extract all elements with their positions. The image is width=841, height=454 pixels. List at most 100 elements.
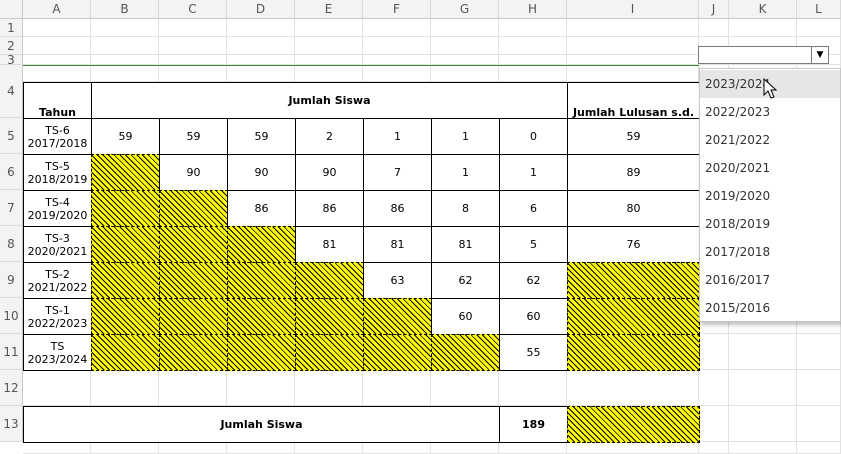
hatched-cell[interactable] <box>159 298 228 335</box>
column-header[interactable]: I <box>567 0 699 19</box>
column-header[interactable]: E <box>295 0 363 19</box>
value-cell[interactable]: 62 <box>499 262 568 299</box>
value-cell[interactable]: 1 <box>431 118 500 155</box>
hatched-cell[interactable] <box>227 262 296 299</box>
value-cell[interactable]: 1 <box>363 118 432 155</box>
value-cell[interactable]: 2 <box>295 118 364 155</box>
column-header[interactable]: F <box>363 0 431 19</box>
hatched-cell[interactable] <box>567 298 700 335</box>
total-value-cell[interactable]: 189 <box>499 406 568 443</box>
row-header[interactable]: 3 <box>0 53 23 67</box>
row-header[interactable]: 6 <box>0 154 23 190</box>
value-cell[interactable]: 0 <box>499 118 568 155</box>
hatched-cell[interactable] <box>91 154 160 191</box>
value-cell[interactable]: 55 <box>499 334 568 371</box>
dropdown-option[interactable]: 2020/2021 <box>705 161 771 175</box>
hatched-cell[interactable] <box>567 406 700 443</box>
hatched-cell[interactable] <box>159 190 228 227</box>
column-header[interactable]: B <box>91 0 159 19</box>
column-header[interactable]: K <box>729 0 797 19</box>
value-cell[interactable]: 59 <box>91 118 160 155</box>
hatched-cell[interactable] <box>91 190 160 227</box>
row-label-cell[interactable]: TS-4 2019/2020 <box>23 190 92 227</box>
value-cell[interactable]: 6 <box>499 190 568 227</box>
hatched-cell[interactable] <box>91 262 160 299</box>
hatched-cell[interactable] <box>159 334 228 371</box>
row-label-cell[interactable]: TS 2023/2024 <box>23 334 92 371</box>
column-header[interactable]: D <box>227 0 295 19</box>
row-header[interactable]: 12 <box>0 370 23 406</box>
hatched-cell[interactable] <box>91 334 160 371</box>
value-cell[interactable]: 63 <box>363 262 432 299</box>
value-cell[interactable]: 62 <box>431 262 500 299</box>
total-label-cell[interactable]: Jumlah Siswa <box>23 406 500 443</box>
hatched-cell[interactable] <box>91 226 160 263</box>
value-cell[interactable]: 86 <box>363 190 432 227</box>
value-cell[interactable]: 90 <box>159 154 228 191</box>
column-header[interactable]: J <box>699 0 729 19</box>
row-header[interactable]: 11 <box>0 334 23 370</box>
lulusan-cell[interactable]: 76 <box>567 226 700 263</box>
column-header[interactable]: H <box>499 0 567 19</box>
row-header[interactable]: 1 <box>0 19 23 37</box>
column-header[interactable]: A <box>23 0 91 19</box>
row-header[interactable]: 9 <box>0 262 23 298</box>
hatched-cell[interactable] <box>227 334 296 371</box>
hatched-cell[interactable] <box>295 262 364 299</box>
row-header[interactable]: 7 <box>0 190 23 226</box>
value-cell[interactable]: 90 <box>295 154 364 191</box>
hatched-cell[interactable] <box>295 298 364 335</box>
hatched-cell[interactable] <box>431 334 500 371</box>
value-cell[interactable]: 81 <box>431 226 500 263</box>
hatched-cell[interactable] <box>159 226 228 263</box>
row-header[interactable]: 5 <box>0 118 23 154</box>
dropdown-option[interactable]: 2017/2018 <box>705 245 771 259</box>
dropdown-option[interactable]: 2019/2020 <box>705 189 771 203</box>
hatched-cell[interactable] <box>159 262 228 299</box>
hatched-cell[interactable] <box>91 298 160 335</box>
hatched-cell[interactable] <box>567 262 700 299</box>
row-label-cell[interactable]: TS-2 2021/2022 <box>23 262 92 299</box>
hatched-cell[interactable] <box>227 298 296 335</box>
value-cell[interactable]: 7 <box>363 154 432 191</box>
dropdown-option[interactable]: 2015/2016 <box>705 301 771 315</box>
row-header[interactable]: 4 <box>0 65 23 118</box>
row-label-cell[interactable]: TS-5 2018/2019 <box>23 154 92 191</box>
hatched-cell[interactable] <box>567 334 700 371</box>
row-label-cell[interactable]: TS-6 2017/2018 <box>23 118 92 155</box>
year-dropdown[interactable]: ▼ <box>698 46 829 64</box>
select-all-corner[interactable] <box>0 0 23 19</box>
value-cell[interactable]: 81 <box>295 226 364 263</box>
row-header[interactable]: 13 <box>0 406 23 442</box>
column-header[interactable]: L <box>797 0 841 19</box>
lulusan-cell[interactable]: 89 <box>567 154 700 191</box>
row-header[interactable]: 10 <box>0 298 23 334</box>
year-dropdown-list[interactable]: 2023/2024 2022/2023 2021/2022 2020/2021 2019… <box>699 68 841 322</box>
column-header[interactable]: G <box>431 0 499 19</box>
row-header[interactable]: 8 <box>0 226 23 262</box>
hatched-cell[interactable] <box>363 334 432 371</box>
lulusan-cell[interactable]: 80 <box>567 190 700 227</box>
chevron-down-icon[interactable]: ▼ <box>811 47 828 63</box>
value-cell[interactable]: 60 <box>431 298 500 335</box>
hatched-cell[interactable] <box>227 226 296 263</box>
dropdown-option[interactable]: 2018/2019 <box>705 217 771 231</box>
value-cell[interactable]: 59 <box>159 118 228 155</box>
value-cell[interactable]: 8 <box>431 190 500 227</box>
column-header[interactable]: C <box>159 0 227 19</box>
value-cell[interactable]: 1 <box>499 154 568 191</box>
value-cell[interactable]: 86 <box>227 190 296 227</box>
value-cell[interactable]: 90 <box>227 154 296 191</box>
dropdown-option[interactable]: 2021/2022 <box>705 133 771 147</box>
value-cell[interactable]: 81 <box>363 226 432 263</box>
value-cell[interactable]: 60 <box>499 298 568 335</box>
row-header[interactable]: 2 <box>0 37 23 55</box>
dropdown-option[interactable]: 2016/2017 <box>705 273 771 287</box>
dropdown-option[interactable]: 2022/2023 <box>705 105 771 119</box>
value-cell[interactable]: 59 <box>227 118 296 155</box>
row-label-cell[interactable]: TS-3 2020/2021 <box>23 226 92 263</box>
jumlah-siswa-header[interactable]: Jumlah Siswa <box>91 82 568 119</box>
value-cell[interactable]: 1 <box>431 154 500 191</box>
hatched-cell[interactable] <box>295 334 364 371</box>
row-label-cell[interactable]: TS-1 2022/2023 <box>23 298 92 335</box>
